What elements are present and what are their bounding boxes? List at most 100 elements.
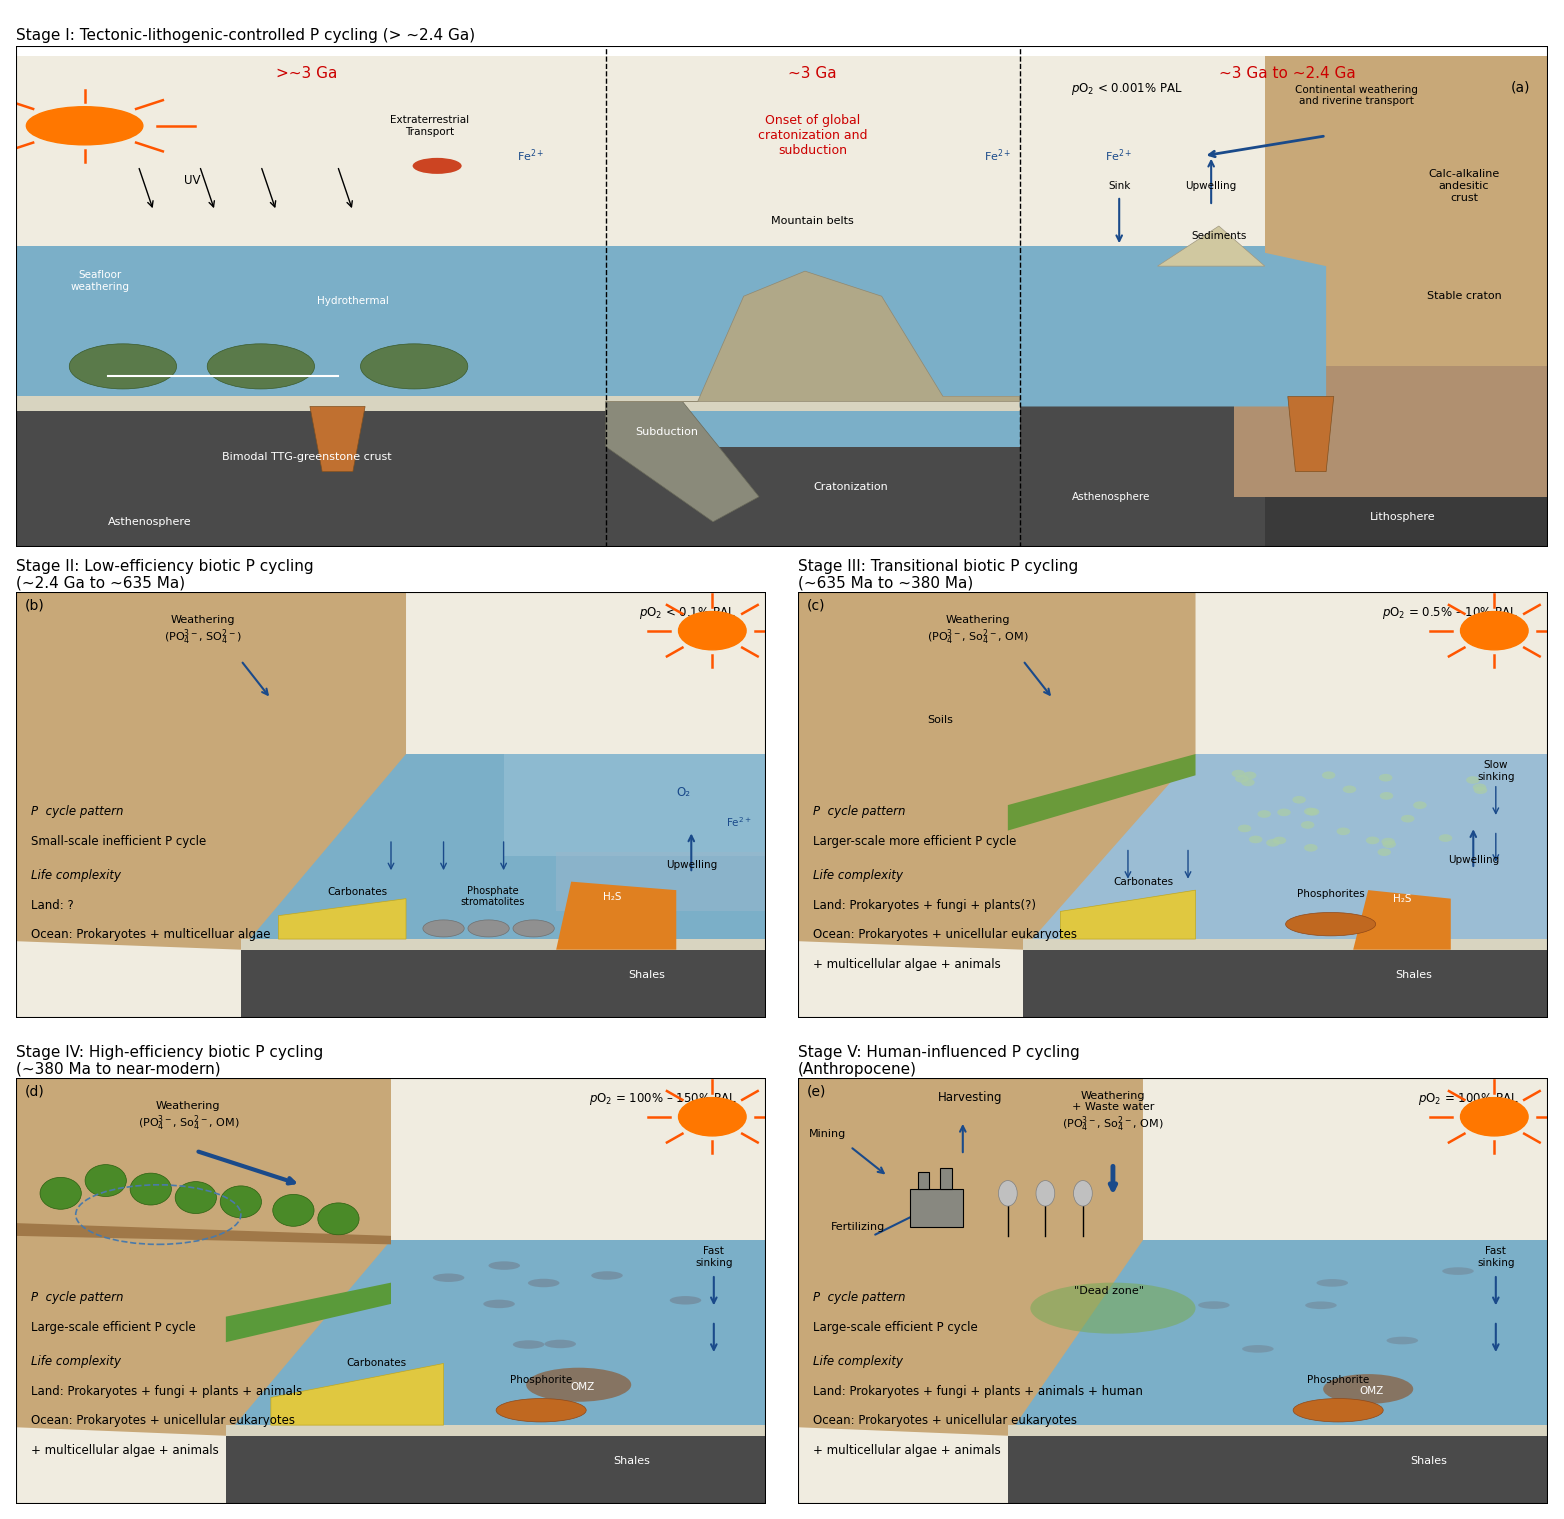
Text: P  cycle pattern: P cycle pattern xyxy=(31,805,124,819)
Text: Sediments: Sediments xyxy=(1192,231,1247,242)
Text: Ocean: Prokaryotes + unicellular eukaryotes: Ocean: Prokaryotes + unicellular eukaryo… xyxy=(813,928,1076,942)
Ellipse shape xyxy=(488,1261,519,1270)
Ellipse shape xyxy=(513,1340,544,1349)
Text: P  cycle pattern: P cycle pattern xyxy=(813,1291,906,1305)
Circle shape xyxy=(1343,785,1356,793)
Text: Carbonates: Carbonates xyxy=(346,1358,407,1369)
Text: (b): (b) xyxy=(25,598,44,612)
Ellipse shape xyxy=(1031,1282,1195,1334)
Text: $p$O$_2$ = 100% – 150% PAL: $p$O$_2$ = 100% – 150% PAL xyxy=(588,1091,737,1107)
Text: Life complexity: Life complexity xyxy=(813,869,902,883)
Circle shape xyxy=(1278,808,1290,816)
Bar xyxy=(1023,939,1548,949)
Text: Small-scale inefficient P cycle: Small-scale inefficient P cycle xyxy=(31,835,206,848)
Text: Fast
sinking: Fast sinking xyxy=(1476,1246,1514,1268)
Text: Slow
sinking: Slow sinking xyxy=(1476,760,1514,782)
Text: Fe$^{2+}$: Fe$^{2+}$ xyxy=(518,147,544,164)
Polygon shape xyxy=(1265,56,1548,366)
Polygon shape xyxy=(1020,246,1326,407)
Circle shape xyxy=(1414,802,1426,810)
Text: Land: Prokaryotes + fungi + plants + animals + human: Land: Prokaryotes + fungi + plants + ani… xyxy=(813,1385,1143,1397)
Circle shape xyxy=(1301,822,1314,829)
Text: Upwelling: Upwelling xyxy=(1448,855,1498,866)
Text: ~3 Ga: ~3 Ga xyxy=(788,65,837,81)
Bar xyxy=(605,246,1020,547)
Circle shape xyxy=(1237,825,1251,832)
Ellipse shape xyxy=(84,1165,127,1197)
Text: Shales: Shales xyxy=(613,1457,649,1466)
Text: Life complexity: Life complexity xyxy=(813,1355,902,1369)
Circle shape xyxy=(413,158,461,173)
Text: (Anthropocene): (Anthropocene) xyxy=(798,1062,917,1077)
Bar xyxy=(605,447,1020,547)
Ellipse shape xyxy=(272,1194,314,1226)
Circle shape xyxy=(1473,784,1486,791)
Ellipse shape xyxy=(513,921,554,937)
Bar xyxy=(1020,56,1548,246)
Text: Cratonization: Cratonization xyxy=(813,482,888,492)
Circle shape xyxy=(1465,776,1480,784)
Polygon shape xyxy=(1287,396,1334,471)
Circle shape xyxy=(1236,775,1248,782)
Text: Ocean: Prokaryotes + unicellular eukaryotes: Ocean: Prokaryotes + unicellular eukaryo… xyxy=(31,1414,294,1428)
Text: Weathering
(PO$_4^{3-}$, So$_4^{2-}$, OM): Weathering (PO$_4^{3-}$, So$_4^{2-}$, OM… xyxy=(138,1101,239,1133)
Text: Carbonates: Carbonates xyxy=(1114,876,1173,887)
Bar xyxy=(241,949,766,1018)
Text: Asthenosphere: Asthenosphere xyxy=(1073,492,1151,501)
Circle shape xyxy=(1378,848,1390,857)
Text: (~2.4 Ga to ~635 Ma): (~2.4 Ga to ~635 Ma) xyxy=(16,576,185,591)
Text: Mountain belts: Mountain belts xyxy=(771,216,854,226)
Text: Phosphorite: Phosphorite xyxy=(1308,1376,1370,1385)
Polygon shape xyxy=(1007,753,1195,831)
Ellipse shape xyxy=(1387,1337,1419,1344)
Text: Fe$^{2+}$: Fe$^{2+}$ xyxy=(726,816,751,829)
Text: Larger-scale more efficient P cycle: Larger-scale more efficient P cycle xyxy=(813,835,1017,848)
Circle shape xyxy=(1461,1098,1528,1136)
Polygon shape xyxy=(225,1282,391,1343)
Circle shape xyxy=(679,1098,746,1136)
Text: Weathering
(PO$_4^{3-}$, So$_4^{2-}$, OM): Weathering (PO$_4^{3-}$, So$_4^{2-}$, OM… xyxy=(927,615,1029,647)
Ellipse shape xyxy=(1317,1279,1348,1287)
Ellipse shape xyxy=(1242,1344,1273,1353)
Text: P  cycle pattern: P cycle pattern xyxy=(813,805,906,819)
Text: (a): (a) xyxy=(1511,81,1530,94)
Ellipse shape xyxy=(1073,1180,1092,1206)
Polygon shape xyxy=(225,1240,766,1435)
Text: H₂S: H₂S xyxy=(1392,893,1411,904)
Text: Weathering
(PO$_4^{3-}$, SO$_4^{2-}$): Weathering (PO$_4^{3-}$, SO$_4^{2-}$) xyxy=(164,615,242,647)
Text: + multicellular algae + animals: + multicellular algae + animals xyxy=(813,1445,1001,1457)
Text: $p$O$_2$ = 0.5% – 10% PAL: $p$O$_2$ = 0.5% – 10% PAL xyxy=(1383,605,1519,621)
Text: ~3 Ga to ~2.4 Ga: ~3 Ga to ~2.4 Ga xyxy=(1220,65,1356,81)
Text: Stage IV: High-efficiency biotic P cycling: Stage IV: High-efficiency biotic P cycli… xyxy=(16,1045,322,1060)
Text: >~3 Ga: >~3 Ga xyxy=(277,65,338,81)
Text: Harvesting: Harvesting xyxy=(938,1091,1003,1104)
Text: O₂: O₂ xyxy=(677,785,691,799)
Polygon shape xyxy=(798,1078,1143,1435)
Bar xyxy=(16,396,605,412)
Circle shape xyxy=(1383,840,1397,848)
Circle shape xyxy=(1401,814,1414,822)
Text: Life complexity: Life complexity xyxy=(31,1355,120,1369)
Text: Ocean: Prokaryotes + multicelluar algae: Ocean: Prokaryotes + multicelluar algae xyxy=(31,928,271,942)
Circle shape xyxy=(1379,791,1394,799)
Bar xyxy=(1023,949,1548,1018)
Circle shape xyxy=(1292,796,1306,804)
Bar xyxy=(605,396,1020,412)
Bar xyxy=(504,753,766,857)
Text: Mining: Mining xyxy=(809,1129,846,1139)
Bar xyxy=(225,1435,766,1504)
Ellipse shape xyxy=(1293,1399,1383,1422)
Circle shape xyxy=(1439,834,1453,842)
Ellipse shape xyxy=(483,1300,515,1308)
Polygon shape xyxy=(605,270,1020,401)
Bar xyxy=(605,56,1020,246)
Ellipse shape xyxy=(1286,913,1376,936)
Circle shape xyxy=(1267,838,1279,846)
Circle shape xyxy=(1322,772,1336,779)
Ellipse shape xyxy=(41,1177,81,1209)
Polygon shape xyxy=(1007,1240,1548,1435)
Text: + multicellular algae + animals: + multicellular algae + animals xyxy=(31,1445,219,1457)
Text: Life complexity: Life complexity xyxy=(31,869,120,883)
Bar xyxy=(940,1168,951,1189)
Text: Onset of global
cratonization and
subduction: Onset of global cratonization and subduc… xyxy=(759,114,868,158)
